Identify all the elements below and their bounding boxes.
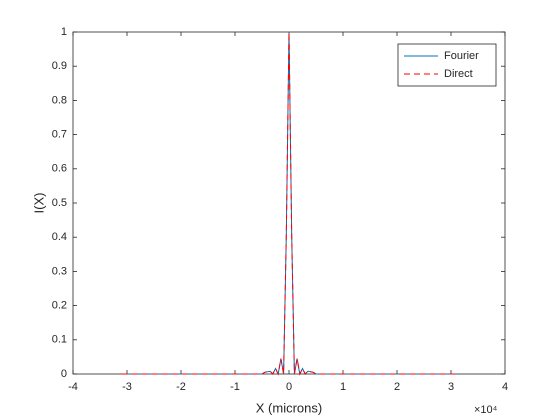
x-tick-label: -4: [68, 381, 78, 393]
y-tick-label: 0.6: [52, 163, 67, 175]
x-tick-label: -1: [230, 381, 240, 393]
x-tick-label: 1: [340, 381, 346, 393]
y-tick-label: 0: [61, 368, 67, 380]
y-tick-label: 0.1: [52, 334, 67, 346]
y-tick-label: 0.7: [52, 129, 67, 141]
y-axis-label: I(X): [31, 193, 46, 214]
legend-label: Direct: [444, 68, 473, 80]
x-tick-label: -3: [122, 381, 132, 393]
x-tick-label: 2: [394, 381, 400, 393]
legend-box: [397, 43, 497, 87]
y-tick-label: 1: [61, 26, 67, 38]
y-tick-label: 0.2: [52, 300, 67, 312]
y-tick-label: 0.5: [52, 197, 67, 209]
y-tick-label: 0.4: [52, 231, 67, 243]
x-axis-label: X (microns): [256, 400, 322, 415]
y-tick-label: 0.3: [52, 265, 67, 277]
plot-frame: [72, 31, 506, 375]
legend-label: Fourier: [444, 50, 479, 62]
y-tick-label: 0.9: [52, 60, 67, 72]
series-line: [121, 31, 457, 376]
y-tick-label: 0.8: [52, 94, 67, 106]
x-tick-label: 0: [286, 381, 292, 393]
x-tick-label: -2: [176, 381, 186, 393]
x-tick-label: 4: [502, 381, 508, 393]
x-multiplier: ×10⁴: [474, 404, 498, 416]
x-tick-label: 3: [448, 381, 454, 393]
